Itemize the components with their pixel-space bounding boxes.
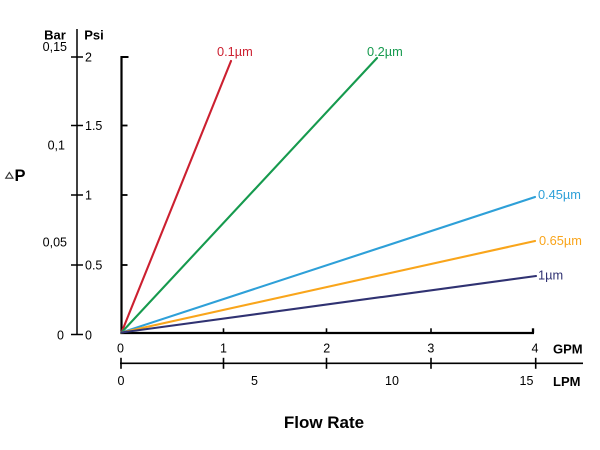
svg-text:GPM: GPM — [553, 342, 583, 357]
svg-text:0.2µm: 0.2µm — [367, 44, 403, 59]
svg-text:LPM: LPM — [553, 374, 580, 389]
svg-text:0.5: 0.5 — [85, 259, 102, 273]
svg-text:Psi: Psi — [84, 28, 104, 43]
svg-text:15: 15 — [520, 374, 534, 388]
svg-text:0.45µm: 0.45µm — [538, 187, 581, 202]
svg-text:Flow Rate: Flow Rate — [284, 413, 364, 432]
svg-text:0,05: 0,05 — [43, 236, 67, 250]
svg-text:2: 2 — [85, 51, 92, 65]
svg-text:0,15: 0,15 — [43, 40, 67, 54]
svg-text:1.5: 1.5 — [85, 119, 102, 133]
svg-text:0: 0 — [118, 374, 125, 388]
svg-text:2: 2 — [323, 342, 330, 356]
svg-text:1µm: 1µm — [538, 268, 563, 283]
svg-text:10: 10 — [385, 374, 399, 388]
svg-text:4: 4 — [532, 342, 539, 356]
svg-text:0,1: 0,1 — [48, 139, 65, 153]
svg-text:P: P — [15, 167, 26, 185]
svg-text:0.1µm: 0.1µm — [217, 44, 253, 59]
svg-text:0: 0 — [85, 329, 92, 343]
svg-text:Bar: Bar — [44, 28, 66, 43]
svg-text:3: 3 — [427, 342, 434, 356]
svg-text:0: 0 — [117, 342, 124, 356]
svg-text:1: 1 — [220, 342, 227, 356]
svg-text:0: 0 — [57, 329, 64, 343]
svg-text:0.65µm: 0.65µm — [539, 233, 582, 248]
svg-text:1: 1 — [85, 189, 92, 203]
svg-text:5: 5 — [251, 374, 258, 388]
